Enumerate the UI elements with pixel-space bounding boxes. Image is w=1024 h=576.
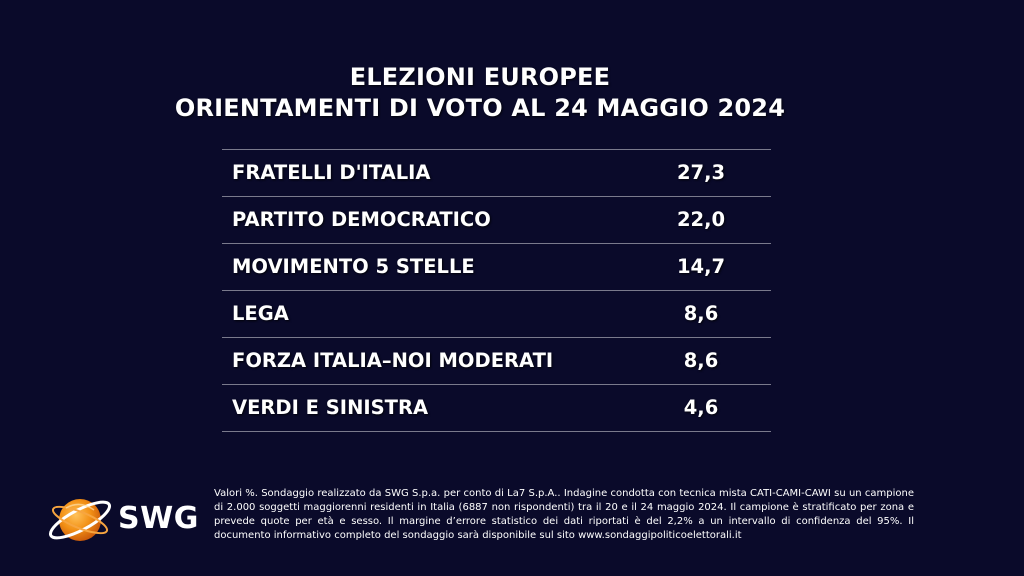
table-row: FORZA ITALIA–NOI MODERATI 8,6: [222, 338, 771, 385]
party-name: PARTITO DEMOCRATICO: [232, 208, 491, 231]
party-value: 27,3: [676, 161, 726, 184]
party-name: VERDI E SINISTRA: [232, 396, 429, 419]
title-block: ELEZIONI EUROPEE ORIENTAMENTI DI VOTO AL…: [0, 62, 960, 124]
table-row: PARTITO DEMOCRATICO 22,0: [222, 197, 771, 244]
table-row: MOVIMENTO 5 STELLE 14,7: [222, 244, 771, 291]
methodology-footnote: Valori %. Sondaggio realizzato da SWG S.…: [214, 488, 914, 541]
table-row: LEGA 8,6: [222, 291, 771, 338]
party-value: 4,6: [683, 396, 719, 419]
party-name: MOVIMENTO 5 STELLE: [232, 255, 475, 278]
swg-globe-icon: [48, 499, 112, 541]
party-name: FORZA ITALIA–NOI MODERATI: [232, 349, 554, 372]
page-subtitle: ORIENTAMENTI DI VOTO AL 24 MAGGIO 2024: [174, 94, 786, 122]
party-value: 22,0: [676, 208, 726, 231]
results-table: FRATELLI D'ITALIA 27,3 PARTITO DEMOCRATICO…: [222, 149, 771, 432]
table-row: VERDI E SINISTRA 4,6: [222, 385, 771, 432]
party-name: FRATELLI D'ITALIA: [232, 161, 431, 184]
swg-logo: SWG: [42, 488, 202, 552]
party-value: 8,6: [683, 302, 719, 325]
table-row: FRATELLI D'ITALIA 27,3: [222, 150, 771, 197]
party-name: LEGA: [232, 302, 289, 325]
logo-text: SWG: [118, 501, 199, 536]
party-value: 14,7: [676, 255, 726, 278]
page-title: ELEZIONI EUROPEE: [349, 63, 611, 91]
party-value: 8,6: [683, 349, 719, 372]
